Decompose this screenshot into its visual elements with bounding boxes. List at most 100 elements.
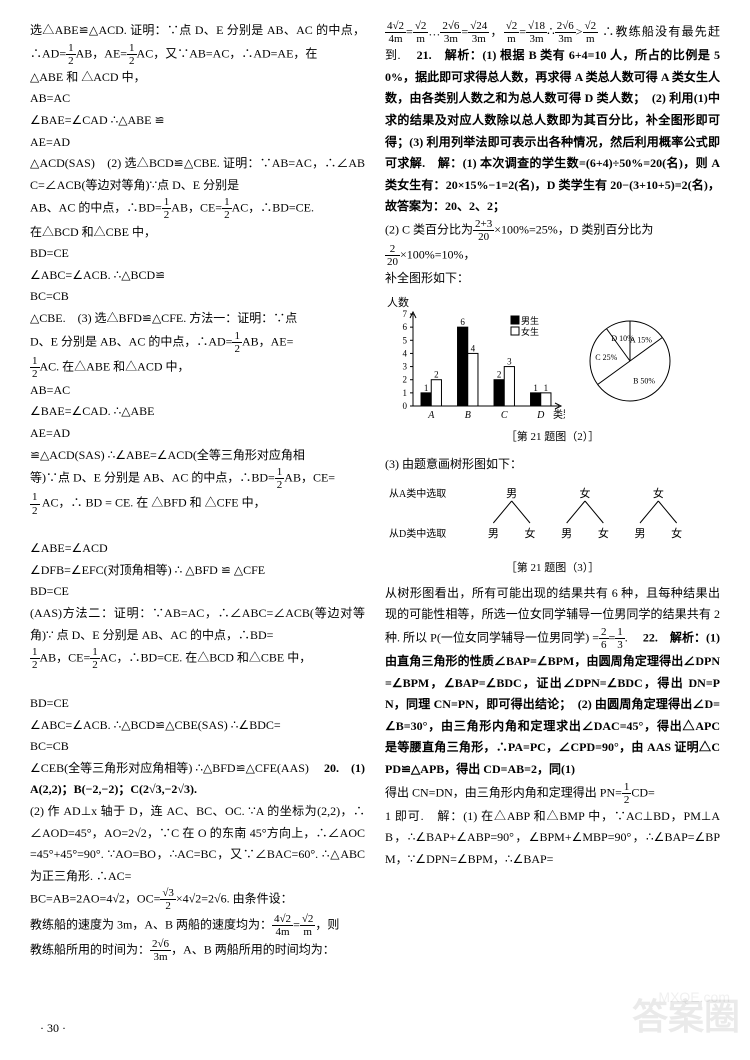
svg-text:D 10%: D 10% — [611, 334, 634, 343]
watermark-url: MXQE.com — [658, 985, 730, 1010]
two-column-body: 选△ABE≌△ACD. 证明：∵点 D、E 分别是 AB、AC 的中点， ∴AD… — [30, 20, 720, 980]
t: (2) C 类百分比为 — [385, 222, 473, 236]
t: ∠CEB(全等三角形对应角相等) ∴△BFD≌△CFE(AAS) — [30, 761, 309, 775]
t: AC，∴BD=CE. 在△BCD 和△CBE 中， — [100, 651, 311, 665]
t: 1 即可. 解：(1) 在△ABP 和△BMP 中，∵AC⊥BD，PM⊥AB，∴… — [385, 806, 720, 871]
svg-text:女: 女 — [580, 486, 591, 500]
frac: 4√24m — [272, 913, 293, 938]
frac: √2m — [300, 913, 316, 938]
svg-text:从A类中选取: 从A类中选取 — [389, 487, 446, 500]
t: AB，CE= — [171, 201, 222, 215]
q22-label: 22. 解析：(1) 由直角三角形的性质∠BAP=∠BPM，由圆周角定理得出∠D… — [385, 630, 720, 776]
svg-text:6: 6 — [403, 322, 408, 332]
svg-text:2: 2 — [434, 370, 439, 380]
t: 教练船的速度为 3m，A、B 两船的速度均为： — [30, 917, 272, 931]
t: = — [293, 917, 300, 931]
t: (3) 由题意画树形图如下： — [385, 454, 720, 476]
t: △ABE 和 △ACD 中， — [30, 70, 146, 84]
frac: 13 — [615, 626, 625, 651]
t: 补全图形如下： — [385, 268, 720, 290]
frac-half: 12 — [162, 196, 172, 221]
frac: 26 — [599, 626, 609, 651]
figure-21-2: 人数0123456712A64B23C11D类别男生女生 A 15%B 50%C… — [385, 296, 720, 448]
t: ×100%=25%，D 类别百分比为 — [494, 222, 653, 236]
t: 选△ABE≌△ACD. 证明：∵点 D、E 分别是 AB、AC 的中点， — [30, 23, 365, 37]
frac: √183m — [526, 20, 547, 45]
t: ∴AD= — [30, 46, 66, 60]
svg-text:4: 4 — [471, 343, 476, 353]
svg-text:男: 男 — [506, 488, 517, 500]
t: D、E 分别是 AB、AC 的中点，∴AD= — [30, 334, 232, 348]
frac: 2√63m — [150, 938, 171, 963]
svg-text:2: 2 — [403, 375, 408, 385]
t: (AAS)方法二：证明：∵AB=AC，∴∠ABC=∠ACB(等边对等角)∵ 点 … — [30, 603, 365, 646]
frac-half: 12 — [275, 466, 285, 491]
t: AB、AC 的中点，∴BD= — [30, 201, 162, 215]
t: 在△BCD 和△CBE 中， — [30, 225, 156, 239]
t: 教练船所用的时间为： — [30, 942, 150, 956]
frac-half: 12 — [127, 42, 137, 67]
svg-text:3: 3 — [403, 361, 408, 371]
frac-sqrt3-2: √32 — [160, 887, 176, 912]
t: AB，AE= — [76, 46, 127, 60]
t: AC，又∵AB=AC，∴AD=AE，在 — [137, 46, 318, 60]
svg-text:B 50%: B 50% — [633, 376, 655, 385]
t: AB，CE= — [284, 471, 335, 485]
svg-text:女: 女 — [671, 526, 682, 540]
frac: √2m — [583, 20, 599, 45]
frac: √243m — [468, 20, 489, 45]
svg-text:男: 男 — [561, 528, 572, 540]
figure-caption: ［第 21 题图（3）］ — [385, 559, 720, 579]
frac-half: 12 — [232, 330, 242, 355]
svg-text:女生: 女生 — [521, 326, 539, 337]
svg-text:5: 5 — [403, 335, 408, 345]
frac: √2m — [504, 20, 520, 45]
t: AC，∴BD=CE. — [232, 201, 314, 215]
pie-chart: A 15%B 50%C 25%D 10% — [575, 311, 685, 411]
t: △CBE. (3) 选△BFD≌△CFE. 方法一：证明：∵点 — [30, 308, 365, 330]
svg-text:D: D — [536, 410, 545, 421]
svg-text:C: C — [501, 410, 508, 421]
t: 等)∵点 D、E 分别是 AB、AC 的中点，∴BD= — [30, 471, 275, 485]
svg-text:7: 7 — [403, 309, 408, 319]
svg-text:B: B — [465, 410, 471, 421]
frac: √2m — [413, 20, 429, 45]
frac: 2√63m — [440, 20, 461, 45]
svg-text:男: 男 — [488, 528, 499, 540]
frac-half: 12 — [622, 781, 632, 806]
frac: 220 — [385, 243, 400, 268]
t: 得出 CN=DN，由三角形内角和定理得出 PN= — [385, 785, 622, 799]
t: △ACD(SAS) (2) 选△BCD≌△CBE. 证明：∵AB=AC，∴∠AB… — [30, 153, 365, 196]
t: ×4√2=2√6. 由条件设： — [176, 892, 293, 906]
svg-text:女: 女 — [653, 486, 664, 500]
svg-text:1: 1 — [403, 388, 408, 398]
svg-text:1: 1 — [533, 383, 538, 393]
t: BC=AB=2AO=4√2，OC= — [30, 892, 160, 906]
frac-half: 12 — [222, 196, 232, 221]
svg-text:男: 男 — [635, 528, 646, 540]
tree-diagram: 从A类中选取从D类中选取男男女女男女女男女 — [385, 479, 705, 549]
frac-half: 12 — [66, 42, 76, 67]
svg-text:6: 6 — [460, 317, 465, 327]
svg-text:0: 0 — [403, 401, 408, 411]
frac: 2+320 — [473, 218, 494, 243]
svg-text:A: A — [427, 410, 435, 421]
t: CD= — [631, 785, 654, 799]
q21-label: 21. 解析：(1) 根据 B 类有 6+4=10 人，所占的比例是 50%，据… — [385, 48, 720, 213]
svg-text:人数: 人数 — [387, 296, 409, 309]
frac-half: 12 — [30, 646, 40, 671]
t: (2) 作 AD⊥x 轴于 D，连 AC、BC、OC. ∵A 的坐标为(2,2)… — [30, 801, 365, 887]
svg-text:1: 1 — [424, 383, 429, 393]
svg-text:类别: 类别 — [553, 408, 565, 421]
t: AB，CE= — [40, 651, 91, 665]
svg-text:女: 女 — [525, 526, 536, 540]
t: ≌△ACD(SAS) ∴∠ABE=∠ACD(全等三角形对应角相 — [30, 445, 365, 467]
frac: 2√63m — [555, 20, 576, 45]
svg-text:C 25%: C 25% — [595, 353, 617, 362]
svg-text:3: 3 — [507, 356, 512, 366]
t: AC. 在△ABE 和△ACD 中， — [40, 359, 190, 373]
svg-text:从D类中选取: 从D类中选取 — [389, 527, 446, 540]
bar-chart: 人数0123456712A64B23C11D类别男生女生 — [385, 296, 565, 426]
t: ×100%=10%， — [400, 247, 476, 261]
figure-caption: ［第 21 题图（2）］ — [385, 428, 720, 448]
